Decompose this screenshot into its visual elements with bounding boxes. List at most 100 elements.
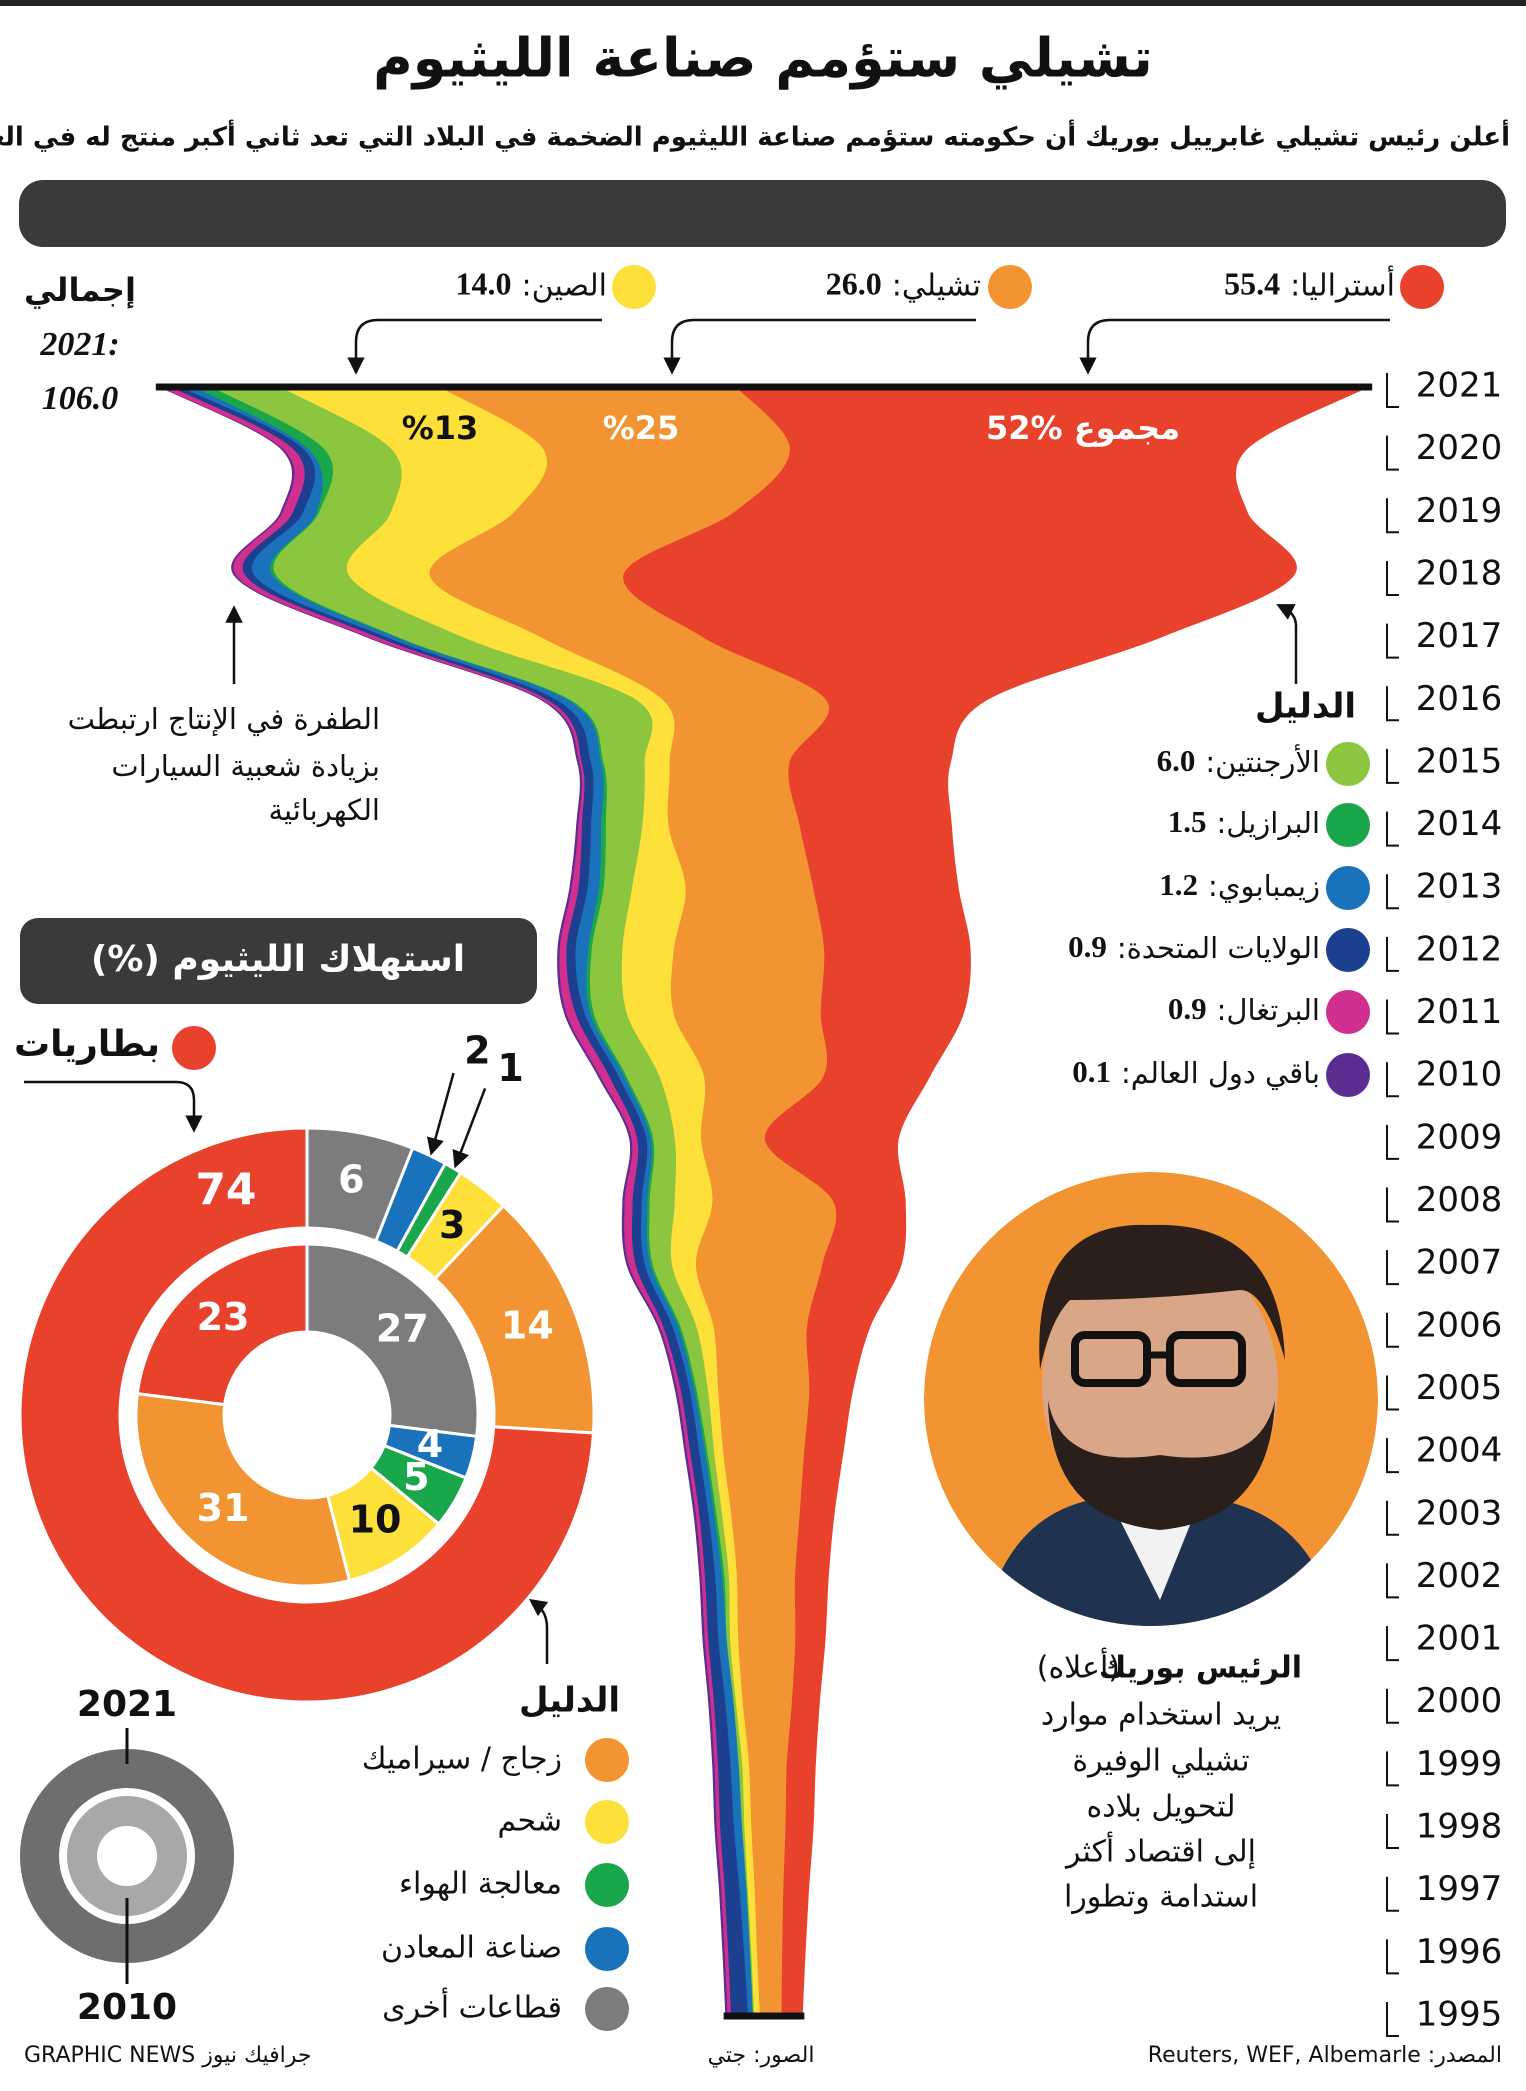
year-tick	[1386, 874, 1399, 910]
legend-value: 1.2	[1159, 867, 1198, 902]
donut-segment	[135, 1242, 309, 1407]
source: المصدر: Reuters, WEF, Albemarle	[1148, 2043, 1502, 2068]
top-rule	[0, 0, 1526, 6]
legend-label: زيمبابوي:	[1208, 869, 1320, 903]
donut-label: 3	[439, 1203, 465, 1247]
legend-label: تشيلي:	[892, 269, 981, 304]
legend-swatch	[1326, 803, 1370, 847]
total-year: 2021:	[39, 326, 119, 363]
year-label: 2021	[1416, 366, 1503, 406]
annotation-arrow	[1276, 604, 1298, 684]
year-tick	[1386, 373, 1399, 408]
year-label: 2013	[1416, 867, 1503, 907]
caption-note: (أعلاه)	[1037, 1647, 1120, 1686]
year-label: 2019	[1416, 491, 1503, 531]
legend-label: الصين:	[522, 269, 608, 304]
legend-value: 55.4	[1224, 265, 1280, 301]
year-label: 2002	[1416, 1556, 1503, 1596]
year-label: 2003	[1416, 1493, 1503, 1533]
donut-title-box	[20, 918, 537, 1004]
year-label: 2007	[1416, 1243, 1503, 1283]
year-label: 1996	[1416, 1932, 1503, 1972]
year-tick	[1386, 999, 1399, 1035]
legend-value: 1.5	[1168, 804, 1207, 839]
legend-swatch	[1326, 928, 1370, 972]
legend-swatch	[585, 1927, 629, 1971]
legend-value: 0.9	[1068, 929, 1107, 964]
year-tick	[1386, 1312, 1399, 1348]
legend-label: أستراليا:	[1290, 265, 1395, 304]
share-label: %13	[402, 409, 479, 447]
year-label: 2015	[1416, 741, 1503, 781]
total-title: إجمالي	[24, 271, 136, 310]
legend-label: الأرجنتين:	[1205, 743, 1320, 779]
donut-label: 10	[349, 1498, 402, 1542]
donut-label: 27	[376, 1307, 429, 1351]
year-tick	[1386, 623, 1399, 659]
year-tick	[1386, 1250, 1399, 1286]
portrait	[924, 1172, 1378, 1626]
caption-line: يريد استخدام موارد	[1041, 1698, 1281, 1733]
year-tick	[1386, 1062, 1399, 1098]
legend-swatch	[172, 1026, 216, 1070]
annotation-line: بزيادة شعبية السيارات	[111, 749, 380, 783]
legend-swatch	[1326, 866, 1370, 910]
photo-credit: الصور: جتي	[708, 2043, 815, 2068]
year-label: 2010	[1416, 1055, 1503, 1095]
donut-arrow	[528, 1598, 549, 1664]
year-label: 2014	[1416, 804, 1503, 844]
year-tick	[1386, 1563, 1399, 1599]
year-label: 1999	[1416, 1744, 1503, 1784]
year-label: 2020	[1416, 428, 1503, 468]
caption-line: إلى اقتصاد أكثر	[1064, 1831, 1256, 1870]
legend-swatch	[585, 1987, 629, 2031]
year-tick	[1386, 686, 1399, 722]
donut-label: 6	[338, 1158, 364, 1202]
legend-swatch	[612, 265, 656, 309]
legend-arrow	[663, 318, 976, 375]
leader-line	[426, 1072, 455, 1156]
year-tick	[1386, 1876, 1399, 1912]
year-label: 2012	[1416, 929, 1503, 969]
donut-label: 14	[501, 1303, 554, 1347]
year-tick	[1386, 1751, 1399, 1787]
stream-chart: 1995 1996 1997 1998 1999 2000 2001 2002 2003 2004…	[155, 265, 1503, 2037]
title: تشيلي ستؤمم صناعة الليثيوم	[373, 27, 1153, 90]
annotation-line: الكهربائية	[268, 793, 380, 827]
year-tick	[1386, 1187, 1399, 1223]
legend-arrow	[1079, 318, 1390, 375]
donut-label: 74	[195, 1164, 256, 1215]
donut-segment	[18, 1126, 596, 1704]
year-label: 2017	[1416, 616, 1503, 656]
legend-label: باقي دول العالم:	[1121, 1056, 1320, 1091]
donut-segment	[305, 1242, 480, 1439]
credit: GRAPHIC NEWS جرافيك نيوز	[24, 2043, 312, 2068]
legend-value: 0.9	[1168, 991, 1207, 1026]
donut-label: 1	[497, 1046, 523, 1090]
legend-value: 0.1	[1072, 1054, 1111, 1089]
year-tick	[1386, 811, 1399, 847]
caption-line: استدامة وتطورا	[1064, 1880, 1258, 1915]
legend-swatch	[585, 1800, 629, 1844]
year-tick	[1386, 1626, 1399, 1662]
donut-label: 23	[197, 1295, 250, 1339]
legend-swatch	[1326, 990, 1370, 1034]
share-label: مجموع %52	[986, 409, 1180, 447]
legend-swatch	[585, 1738, 629, 1782]
legend-value: 6.0	[1157, 743, 1196, 778]
year-tick	[1386, 1438, 1399, 1474]
year-tick	[1386, 498, 1399, 534]
legend-label: الولايات المتحدة:	[1117, 931, 1320, 965]
legend-label: بطاريات	[14, 1024, 160, 1065]
legend-title: الدليل	[1255, 687, 1356, 727]
caption-line: تشيلي الوفيرة	[1072, 1744, 1249, 1779]
legend-swatch	[1400, 265, 1444, 309]
legend-label: شحم	[498, 1804, 562, 1839]
legend-label: معالجة الهواء	[399, 1867, 562, 1902]
year-label: 1995	[1416, 1995, 1503, 2035]
donut-label: 5	[403, 1455, 429, 1499]
leader-line	[452, 1087, 487, 1169]
year-tick	[1386, 1688, 1399, 1724]
legend-title: الدليل	[519, 1681, 620, 1721]
